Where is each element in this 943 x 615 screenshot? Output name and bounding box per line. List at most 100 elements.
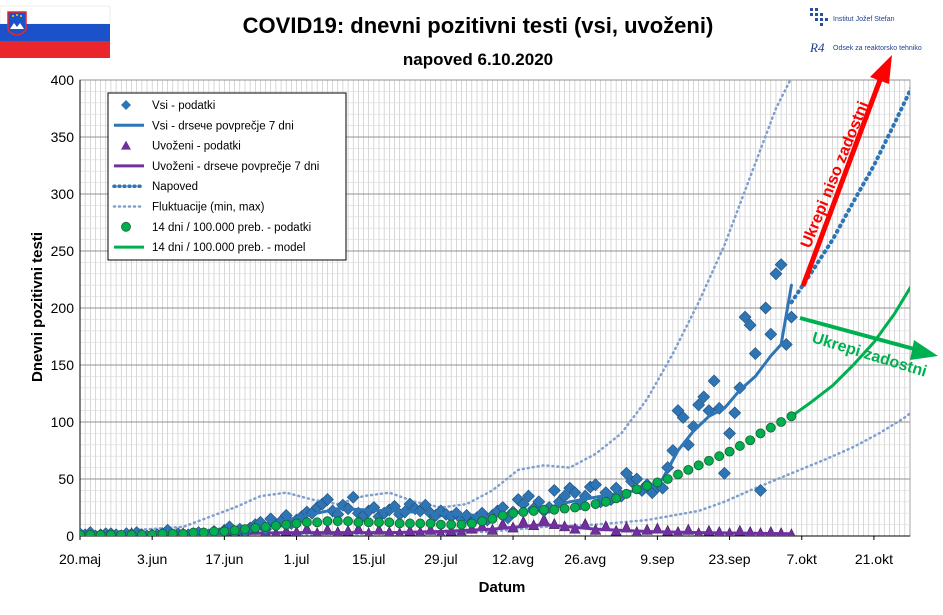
- incidence-point: [80, 529, 85, 536]
- incidence-point: [755, 428, 766, 439]
- x-tick-label: 29.jul: [424, 551, 457, 567]
- ijs-logo-text: Institut Jožef Stefan: [833, 16, 895, 23]
- x-tick-label: 1.jul: [284, 551, 310, 567]
- r4-logo-icon: R4 Odsek za reaktorsko tehniko: [809, 40, 922, 55]
- incidence-point: [301, 517, 312, 528]
- incidence-point: [621, 488, 632, 499]
- x-tick-label: 20.maj: [59, 551, 101, 567]
- vsi-point: [759, 301, 773, 315]
- x-axis-label: Datum: [479, 579, 526, 596]
- incidence-point: [724, 446, 735, 457]
- incidence-point: [611, 493, 622, 504]
- incidence-point: [508, 508, 518, 519]
- incidence-point: [446, 519, 457, 530]
- incidence-point: [178, 528, 189, 536]
- incidence-point: [394, 518, 405, 529]
- y-tick-label: 50: [58, 471, 74, 487]
- vsi-point: [321, 493, 334, 506]
- legend: Vsi - podatki Vsi - drsече povprečje 7 dn…: [107, 92, 347, 261]
- incidence-point: [734, 441, 745, 451]
- incidence-point: [497, 510, 508, 521]
- vsi-point: [769, 267, 783, 281]
- legend-marker-circle: [121, 221, 131, 232]
- legend-label: Uvoženi - podatki: [152, 141, 241, 153]
- incidence-point: [631, 484, 642, 495]
- incidence-point: [425, 518, 436, 529]
- incidence-point: [384, 517, 395, 528]
- red-arrow-icon: [800, 55, 892, 287]
- incidence-point: [363, 517, 374, 528]
- vsi-point: [692, 398, 706, 412]
- y-tick-label: 100: [51, 414, 75, 430]
- plot-clipped-marks: [80, 80, 910, 536]
- legend-label: Fluktuacije (min, max): [152, 202, 265, 214]
- incidence-point: [745, 435, 756, 446]
- vsi-point: [547, 483, 561, 497]
- incidence-point: [642, 480, 652, 491]
- axes: 0 50 100 150 200 250 300 350 400 20.maj 3.jun 17.ju…: [51, 72, 910, 567]
- incidence-point: [106, 529, 116, 536]
- incidence-point: [240, 524, 250, 535]
- incidence-point: [147, 529, 158, 536]
- y-tick-label: 0: [66, 528, 74, 544]
- vsi-point: [743, 318, 757, 332]
- incidence-point: [332, 516, 343, 527]
- vsi-point: [346, 490, 360, 504]
- incidence-point: [662, 474, 673, 484]
- x-tick-label: 15.jul: [352, 551, 385, 567]
- incidence-point: [549, 504, 560, 515]
- legend-label: Vsi - drsече povprečje 7 dni: [152, 120, 294, 132]
- incidence-point: [374, 517, 384, 528]
- incidence-point: [704, 455, 714, 466]
- flag-coat-of-arms-icon: [7, 11, 27, 36]
- legend-marker-diamond: [121, 100, 131, 110]
- x-tick-label: 21.okt: [855, 551, 893, 567]
- ijs-logo-icon: Institut Jožef Stefan: [810, 8, 895, 26]
- incidence-point: [291, 518, 302, 529]
- vsi-point: [707, 374, 721, 388]
- incidence-point: [188, 527, 199, 536]
- incidence-point: [652, 477, 663, 488]
- incidence-point: [570, 502, 580, 513]
- vsi-point: [748, 347, 762, 361]
- x-tick-label: 17.jun: [205, 551, 243, 567]
- incidence-point: [435, 519, 446, 530]
- uvozeni-avg-line: [80, 523, 793, 536]
- incidence-point: [673, 469, 683, 480]
- y-tick-label: 150: [51, 357, 75, 373]
- vsi-point: [697, 390, 711, 404]
- incidence-model-line: [789, 285, 910, 418]
- incidence-point: [322, 516, 333, 527]
- incidence-point: [528, 506, 539, 516]
- incidence-point: [405, 518, 415, 529]
- incidence-point: [136, 529, 147, 536]
- chart-title: COVID19: dnevni pozitivni testi (vsi, uv…: [243, 13, 714, 38]
- incidence-point: [250, 523, 261, 533]
- y-tick-label: 250: [51, 243, 75, 259]
- x-tick-label: 23.sep: [709, 551, 751, 567]
- incidence-point: [693, 460, 704, 471]
- vsi-point: [738, 310, 752, 324]
- vsi-point: [676, 411, 690, 424]
- incidence-point: [786, 411, 797, 422]
- r4-logo-text: Odsek za reaktorsko tehniko: [833, 45, 922, 52]
- incidence-point: [157, 528, 168, 536]
- incidence-point: [219, 526, 230, 536]
- vsi-point: [754, 483, 767, 497]
- incidence-point: [198, 527, 209, 536]
- y-tick-label: 300: [51, 186, 75, 202]
- x-tick-label: 3.jun: [137, 551, 167, 567]
- legend-label: 14 dni / 100.000 preb. - model: [152, 242, 305, 254]
- incidence-point: [126, 529, 137, 536]
- vsi-point: [728, 406, 742, 420]
- legend-label: Vsi - podatki: [152, 100, 215, 112]
- green-arrow-icon: [799, 316, 938, 360]
- incidence-point: [714, 451, 725, 462]
- vsi-point: [532, 495, 546, 509]
- incidence-point: [281, 519, 292, 530]
- x-tick-label: 12.avg: [492, 551, 534, 567]
- flag-stripe-red: [0, 41, 110, 58]
- y-tick-label: 400: [51, 72, 75, 88]
- legend-marker-triangle: [121, 140, 131, 150]
